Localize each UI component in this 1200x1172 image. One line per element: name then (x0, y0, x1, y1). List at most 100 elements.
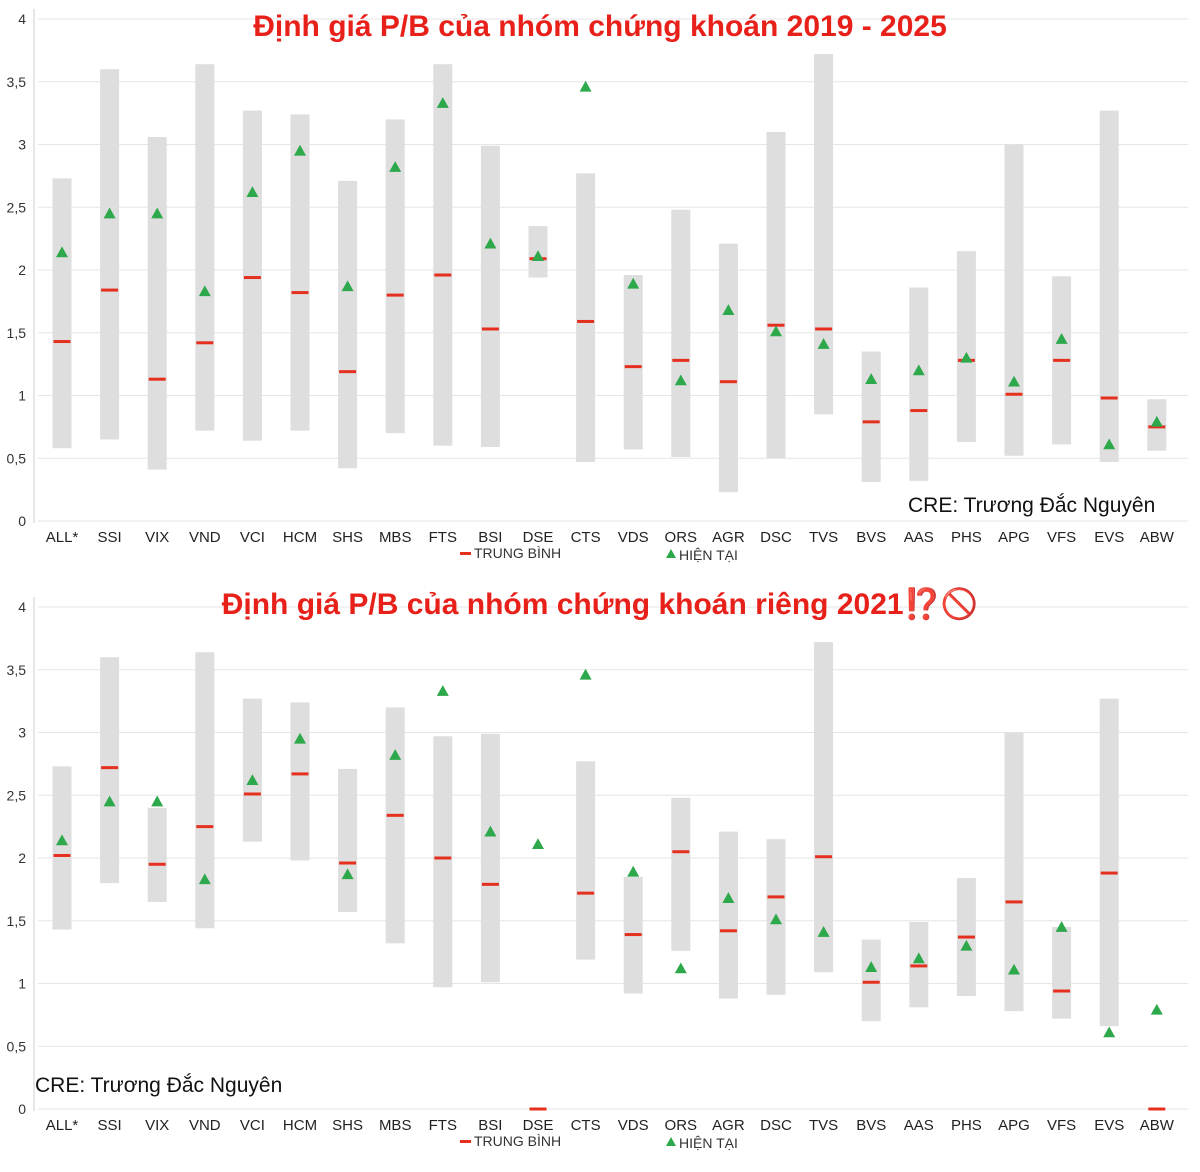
current-marker (865, 961, 878, 972)
current-marker (627, 865, 640, 877)
range-bar (1052, 927, 1072, 1019)
x-tick-label: VDS (618, 529, 649, 546)
range-bar (1004, 144, 1024, 456)
current-marker (579, 668, 592, 680)
range-bar (338, 180, 358, 469)
x-tick-label: FTS (429, 1117, 457, 1134)
current-marker (770, 325, 782, 337)
x-tick-label: BSI (478, 1117, 502, 1134)
current-marker (722, 892, 735, 903)
x-tick-label: APG (998, 1117, 1030, 1134)
average-mark (1148, 425, 1166, 429)
current-marker (1008, 963, 1020, 975)
legend-cur-swatch (666, 549, 676, 558)
current-marker (198, 873, 211, 885)
range-bar (861, 939, 881, 1022)
chart-title: Định giá P/B của nhóm chứng khoán 2019 -… (253, 10, 947, 43)
current-marker (627, 277, 640, 289)
average-mark (434, 273, 452, 277)
current-marker (579, 80, 592, 92)
range-bar (100, 69, 120, 440)
range-bar (385, 119, 405, 434)
x-tick-label: BVS (856, 529, 886, 546)
average-mark (910, 409, 928, 413)
x-tick-label: VND (189, 1117, 221, 1134)
legend-cur-swatch (666, 1137, 676, 1146)
range-bar (195, 652, 215, 929)
range-bar (338, 768, 358, 912)
current-marker (817, 926, 830, 937)
x-tick-label: VCI (240, 1117, 265, 1134)
range-bar (718, 831, 738, 999)
average-mark (196, 341, 214, 345)
average-mark (386, 813, 404, 817)
x-tick-label: HCM (283, 529, 317, 546)
range-bar (147, 807, 167, 902)
x-tick-label: EVS (1094, 1117, 1124, 1134)
y-tick-label: 4 (18, 599, 26, 615)
y-tick-label: 3 (18, 725, 26, 741)
current-marker (865, 373, 878, 384)
range-bar (385, 707, 405, 944)
x-tick-label: DSC (760, 1117, 792, 1134)
range-bar (195, 64, 215, 431)
y-tick-label: 1,5 (7, 913, 27, 929)
legend-cur-label: HIỆN TẠI (679, 547, 738, 563)
x-tick-label: VND (189, 529, 221, 546)
y-tick-label: 2,5 (7, 199, 27, 215)
x-tick-label: ORS (665, 529, 698, 546)
panel-separator (0, 575, 1200, 585)
x-tick-label: ABW (1140, 1117, 1175, 1134)
legend-cur-label: HIỆN TẠI (679, 1135, 738, 1151)
x-tick-label: EVS (1094, 529, 1124, 546)
x-tick-label: VCI (240, 529, 265, 546)
average-mark (434, 856, 452, 860)
current-marker (389, 749, 402, 760)
current-marker (389, 161, 402, 172)
average-mark (624, 365, 642, 369)
credit-text: CRE: Trương Đắc Nguyên (908, 494, 1156, 517)
x-tick-label: VIX (145, 1117, 169, 1134)
current-marker (56, 246, 68, 258)
y-tick-label: 3,5 (7, 74, 27, 90)
range-bar (814, 54, 834, 415)
range-bar (290, 702, 310, 861)
average-mark (1005, 900, 1023, 904)
x-tick-label: FTS (429, 529, 457, 546)
current-marker (436, 97, 449, 108)
range-bar (242, 110, 262, 441)
current-marker (912, 364, 925, 376)
range-bar (480, 733, 500, 983)
legend-avg-swatch (460, 1140, 471, 1143)
x-tick-label: VDS (618, 1117, 649, 1134)
x-tick-label: CTS (571, 529, 601, 546)
average-mark (672, 850, 690, 854)
x-tick-label: SHS (332, 529, 363, 546)
x-tick-label: PHS (951, 1117, 982, 1134)
x-tick-label: AAS (904, 529, 934, 546)
range-bar (52, 178, 72, 449)
average-mark (1053, 989, 1071, 993)
y-tick-label: 4 (18, 11, 26, 27)
current-marker (1055, 333, 1068, 344)
average-mark (577, 319, 595, 323)
range-bar (956, 251, 976, 442)
x-tick-label: AAS (904, 1117, 934, 1134)
range-bar (814, 642, 834, 973)
x-tick-label: SHS (332, 1117, 363, 1134)
range-bar (480, 145, 500, 447)
x-tick-label: MBS (379, 1117, 412, 1134)
average-mark (339, 861, 357, 865)
y-tick-label: 3,5 (7, 662, 27, 678)
x-tick-label: SSI (98, 1117, 122, 1134)
average-mark (1005, 392, 1023, 396)
x-tick-label: HCM (283, 1117, 317, 1134)
current-marker (484, 237, 497, 249)
x-tick-label: VFS (1047, 1117, 1076, 1134)
y-tick-label: 1 (18, 976, 26, 992)
x-tick-label: ORS (665, 1117, 698, 1134)
average-mark (481, 327, 499, 331)
current-marker (817, 338, 830, 349)
range-bar (1099, 698, 1119, 1027)
current-marker (198, 285, 211, 297)
